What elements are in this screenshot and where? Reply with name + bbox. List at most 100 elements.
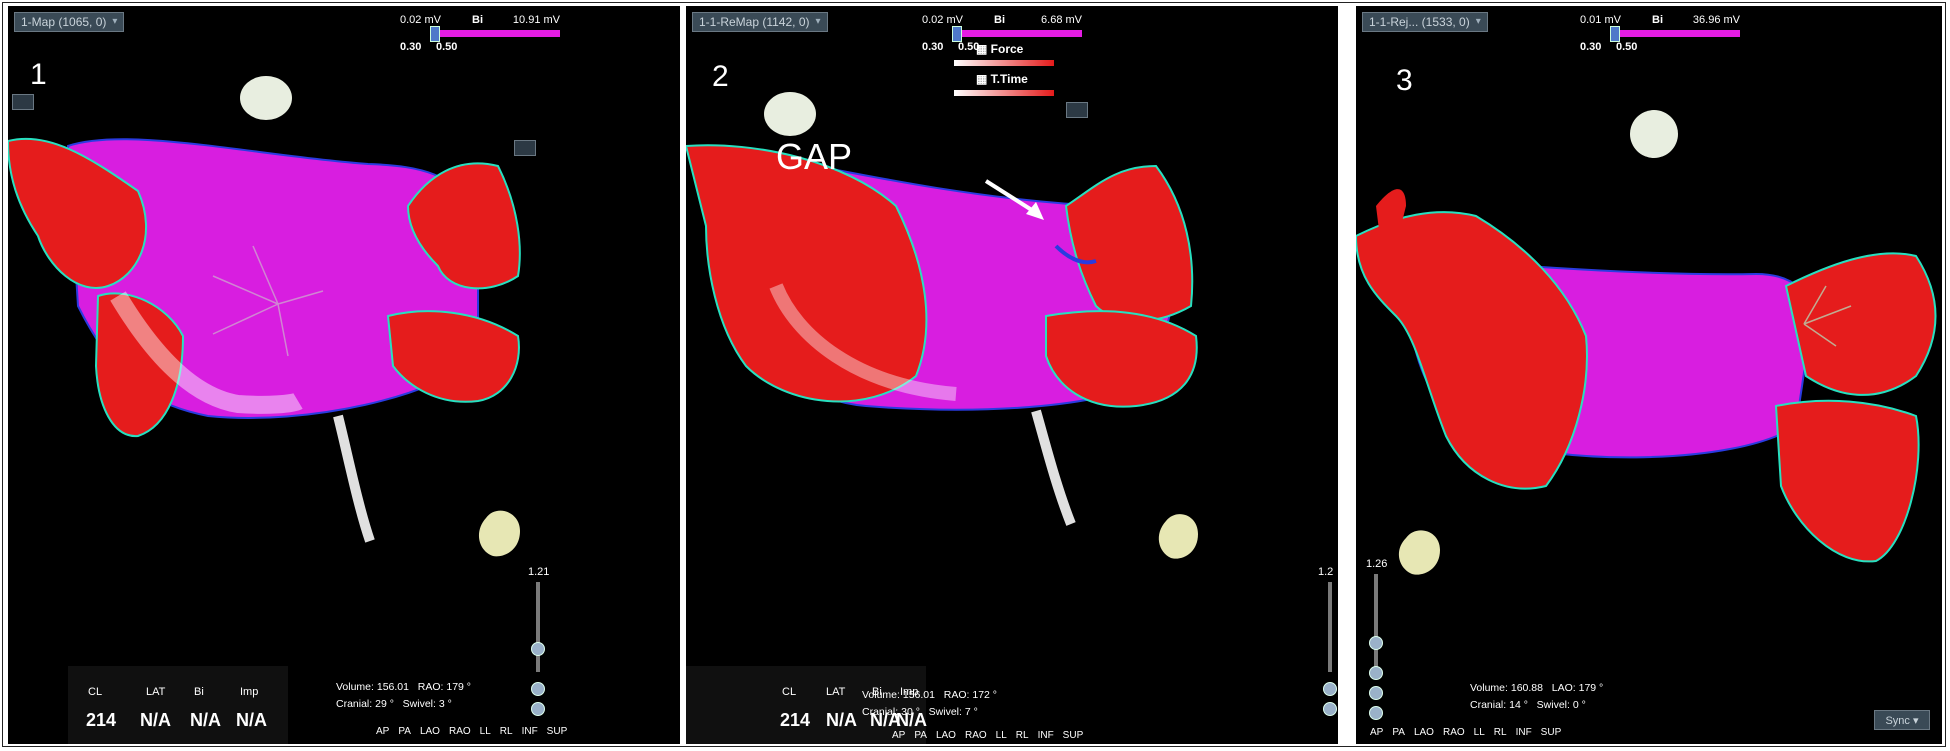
grid-icon: ▦ xyxy=(976,72,991,86)
scale-bar xyxy=(958,30,1082,37)
view-ll[interactable]: LL xyxy=(1473,727,1485,738)
zoom-slider[interactable] xyxy=(1374,574,1378,670)
map-panel-2[interactable]: 1-1-ReMap (1142, 0) ▾ 2 0.02 mV Bi 6.68 … xyxy=(686,6,1338,744)
zoom-slider[interactable] xyxy=(536,582,540,672)
zoom-out-button[interactable] xyxy=(1369,666,1383,680)
cranial-value: 30 ° xyxy=(901,706,920,718)
swivel-label: Swivel: xyxy=(402,698,436,710)
zoom-out-button[interactable] xyxy=(1323,682,1337,696)
voltage-scale[interactable]: 0.02 mV Bi 10.91 mV 0.30 0.50 xyxy=(400,14,560,54)
volume-readout: Volume: 160.88 LAO: 179 ° xyxy=(1470,682,1603,694)
voltage-map-2[interactable] xyxy=(686,6,1338,744)
zoom-value: 1.26 xyxy=(1366,558,1388,570)
view-rao[interactable]: RAO xyxy=(448,726,471,737)
scale-low: 0.30 xyxy=(400,41,422,53)
scale-slider-handle[interactable] xyxy=(1610,26,1620,42)
zoom-in-button[interactable] xyxy=(1323,702,1337,716)
scale-high: 0.50 xyxy=(958,41,980,53)
scale-slider-handle[interactable] xyxy=(952,26,962,42)
view-inf[interactable]: INF xyxy=(521,726,538,737)
voltage-map-1[interactable] xyxy=(8,6,680,744)
zoom-in-button[interactable] xyxy=(1369,686,1383,700)
scale-low: 0.30 xyxy=(922,41,944,53)
chevron-down-icon[interactable]: ▾ xyxy=(1475,16,1481,27)
scale-high: 0.50 xyxy=(1616,41,1638,53)
info-header-cl: CL xyxy=(88,686,103,698)
view-rl[interactable]: RL xyxy=(499,726,513,737)
map-title: 1-1-ReMap (1142, 0) xyxy=(699,15,810,29)
map-panel-1[interactable]: 1-Map (1065, 0) ▾ 1 0.02 mV Bi 10.91 mV … xyxy=(8,6,680,744)
voltage-map-3[interactable] xyxy=(1356,6,1942,744)
view-pa[interactable]: PA xyxy=(914,730,927,741)
reset-view-button[interactable] xyxy=(1369,706,1383,720)
view-inf[interactable]: INF xyxy=(1515,727,1532,738)
view-lao[interactable]: LAO xyxy=(935,730,956,741)
info-value-lat: N/A xyxy=(826,710,857,730)
view-ll[interactable]: LL xyxy=(995,730,1007,741)
view-inf[interactable]: INF xyxy=(1037,730,1054,741)
zoom-value: 1.21 xyxy=(528,566,550,578)
scale-mode: Bi xyxy=(1652,14,1663,26)
view-pa[interactable]: PA xyxy=(398,726,411,737)
map-panel-3[interactable]: 1-1-Rej... (1533, 0) ▾ 3 0.01 mV Bi 36.9… xyxy=(1356,6,1942,744)
view-sup[interactable]: SUP xyxy=(546,726,568,737)
cranial-label: Cranial: xyxy=(1470,699,1507,711)
ttime-color-bar xyxy=(954,90,1054,96)
scale-mode: Bi xyxy=(472,14,483,26)
voltage-scale[interactable]: 0.01 mV Bi 36.96 mV 0.30 0.50 xyxy=(1580,14,1740,54)
view-rao[interactable]: RAO xyxy=(1442,727,1465,738)
gap-annotation: GAP xyxy=(776,136,853,177)
view-ll[interactable]: LL xyxy=(479,726,491,737)
info-value-imp: N/A xyxy=(896,710,927,730)
view-lao[interactable]: LAO xyxy=(1413,727,1434,738)
catheter-info-box: CL LAT Bi Imp 214 N/A N/A N/A xyxy=(686,666,927,744)
force-label: Force xyxy=(990,42,1024,56)
zoom-slider[interactable] xyxy=(1328,582,1332,672)
map-title-tab[interactable]: 1-1-Rej... (1533, 0) ▾ xyxy=(1362,12,1488,32)
info-header-imp: Imp xyxy=(900,686,919,698)
view-rao[interactable]: RAO xyxy=(964,730,987,741)
view-ap[interactable]: AP xyxy=(376,726,390,737)
scale-min: 0.02 mV xyxy=(400,14,441,26)
view-ap[interactable]: AP xyxy=(892,730,906,741)
voltage-scale[interactable]: 0.02 mV Bi 6.68 mV 0.30 0.50 xyxy=(922,14,1082,54)
view-buttons[interactable]: AP PA LAO RAO LL RL INF SUP xyxy=(892,730,1083,741)
scale-high: 0.50 xyxy=(436,41,458,53)
sync-label: Sync xyxy=(1885,715,1910,727)
view-ap[interactable]: AP xyxy=(1370,727,1384,738)
swivel-value: 0 ° xyxy=(1572,699,1586,711)
rotation-readout: Cranial: 30 ° Swivel: 7 ° xyxy=(862,706,978,718)
toolbar-icon[interactable] xyxy=(1066,102,1088,118)
zoom-handle[interactable] xyxy=(531,642,545,656)
swivel-label: Swivel: xyxy=(1536,699,1570,711)
view-rl[interactable]: RL xyxy=(1493,727,1507,738)
zoom-in-button[interactable] xyxy=(531,702,545,716)
catheter-icon[interactable] xyxy=(12,94,34,110)
force-icon: ▦ xyxy=(976,42,991,56)
view-rl[interactable]: RL xyxy=(1015,730,1029,741)
sync-dropdown[interactable]: Sync ▾ xyxy=(1874,710,1930,730)
info-header-bi: Bi xyxy=(194,686,204,698)
volume-value: 160.88 xyxy=(1510,682,1543,694)
scale-slider-handle[interactable] xyxy=(430,26,440,42)
info-value-imp: N/A xyxy=(236,710,267,730)
volume-value: 156.01 xyxy=(902,689,935,701)
chevron-down-icon[interactable]: ▾ xyxy=(815,16,821,27)
view-lao[interactable]: LAO xyxy=(419,726,440,737)
view-sup[interactable]: SUP xyxy=(1540,727,1562,738)
view-buttons[interactable]: AP PA LAO RAO LL RL INF SUP xyxy=(376,726,567,737)
chevron-down-icon[interactable]: ▾ xyxy=(112,16,118,27)
view-sup[interactable]: SUP xyxy=(1062,730,1084,741)
panel-number: 1 xyxy=(30,58,47,91)
catheter-info-box: CL LAT Bi Imp 214 N/A N/A N/A xyxy=(68,666,288,744)
view-pa[interactable]: PA xyxy=(1392,727,1405,738)
info-value-cl: 214 xyxy=(780,710,811,730)
volume-readout: Volume: 156.01 RAO: 172 ° xyxy=(862,689,997,701)
view-buttons[interactable]: AP PA LAO RAO LL RL INF SUP xyxy=(1370,727,1561,738)
grid-icon[interactable] xyxy=(514,140,536,156)
zoom-handle[interactable] xyxy=(1369,636,1383,650)
map-title-tab[interactable]: 1-Map (1065, 0) ▾ xyxy=(14,12,125,32)
zoom-out-button[interactable] xyxy=(531,682,545,696)
map-title-tab[interactable]: 1-1-ReMap (1142, 0) ▾ xyxy=(692,12,828,32)
